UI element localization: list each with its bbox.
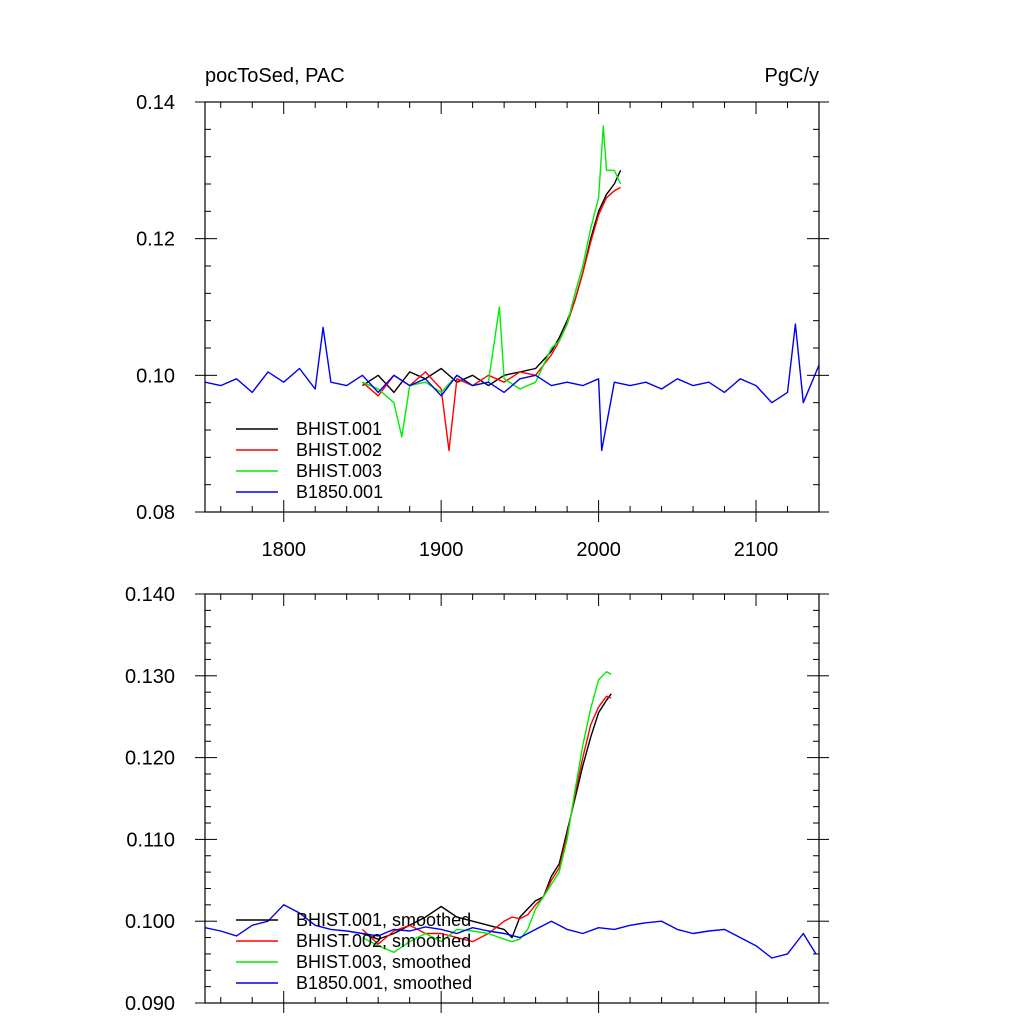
units-label: PgC/y bbox=[765, 65, 819, 87]
legend-label: BHIST.003 bbox=[296, 461, 382, 481]
y-axis: 0.090 0.100 0.110 0.120 0.130 0.140 bbox=[125, 584, 829, 1015]
series-line-3 bbox=[205, 323, 819, 452]
chart-title: pocToSed, PAC bbox=[205, 65, 345, 87]
legend-label: BHIST.001 bbox=[296, 419, 382, 439]
y-axis: 0.08 0.10 0.12 0.14 bbox=[136, 92, 829, 524]
legend-label: BHIST.002 bbox=[296, 440, 382, 460]
x-tick-label: 2100 bbox=[734, 539, 779, 561]
y-tick-label: 0.090 bbox=[125, 993, 175, 1015]
series-line-0 bbox=[362, 170, 622, 394]
legend-label: BHIST.003, smoothed bbox=[296, 952, 471, 972]
legend-label: B1850.001, smoothed bbox=[296, 973, 472, 993]
series-line-1 bbox=[361, 695, 612, 945]
series-line-1 bbox=[361, 186, 621, 452]
top-panel: 1800 1900 2000 2100 0.08 0.10 0.12 0.14 BHIST.00… bbox=[136, 92, 829, 561]
y-tick-label: 0.12 bbox=[136, 229, 175, 251]
x-axis bbox=[220, 594, 820, 1013]
plot-frame bbox=[204, 101, 820, 513]
series-line-2 bbox=[362, 671, 612, 953]
x-tick-label: 1800 bbox=[261, 539, 306, 561]
y-tick-label: 0.130 bbox=[125, 666, 175, 688]
series-line-0 bbox=[362, 693, 612, 940]
y-tick-label: 0.08 bbox=[136, 502, 175, 524]
bottom-panel: 0.090 0.100 0.110 0.120 0.130 0.140 BHIST.001,… bbox=[125, 584, 829, 1015]
series-lines bbox=[205, 671, 817, 959]
x-tick-label: 2000 bbox=[576, 539, 621, 561]
y-tick-label: 0.140 bbox=[125, 584, 175, 606]
series-lines bbox=[205, 125, 819, 452]
legend-label: B1850.001 bbox=[296, 482, 383, 502]
y-tick-label: 0.120 bbox=[125, 748, 175, 770]
legend-label: BHIST.001, smoothed bbox=[296, 910, 471, 930]
x-tick-label: 1900 bbox=[419, 539, 464, 561]
y-tick-label: 0.14 bbox=[136, 92, 175, 114]
y-tick-label: 0.10 bbox=[136, 365, 175, 387]
series-line-3 bbox=[205, 904, 817, 959]
y-tick-label: 0.100 bbox=[125, 911, 175, 933]
legend-label: BHIST.002, smoothed bbox=[296, 931, 471, 951]
x-axis: 1800 1900 2000 2100 bbox=[220, 102, 820, 561]
series-line-2 bbox=[362, 125, 622, 438]
plot-frame bbox=[204, 593, 820, 1004]
y-tick-label: 0.110 bbox=[126, 829, 175, 851]
